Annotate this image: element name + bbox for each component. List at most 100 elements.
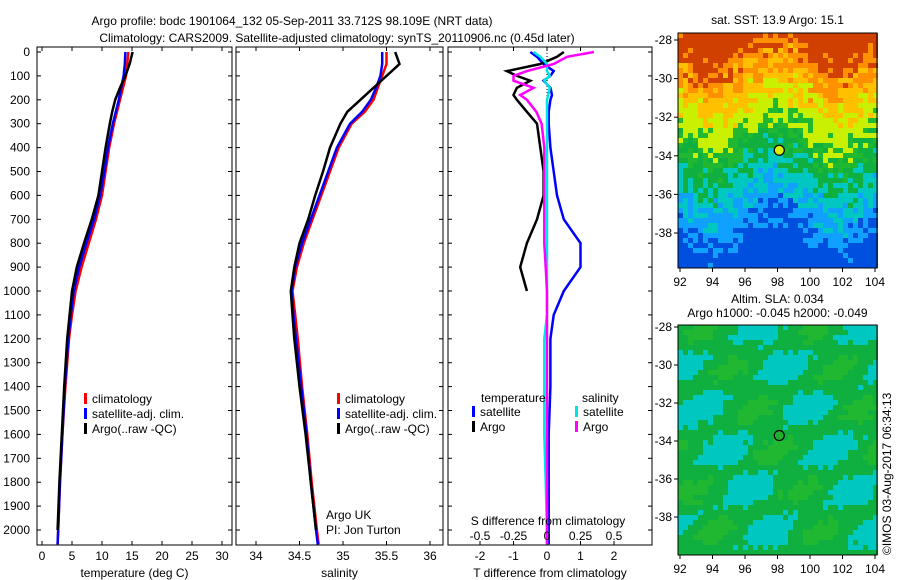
- map-cell: [683, 253, 688, 258]
- map-cell: [788, 233, 793, 238]
- map-cell: [778, 460, 783, 465]
- map-cell: [838, 330, 843, 335]
- map-cell: [698, 193, 703, 198]
- map-cell: [778, 550, 783, 555]
- map-cell: [738, 178, 743, 183]
- map-cell: [783, 435, 788, 440]
- map-cell: [688, 360, 693, 365]
- map-cell: [838, 83, 843, 88]
- map-cell: [813, 208, 818, 213]
- map-cell: [873, 470, 878, 475]
- map-cell: [758, 103, 763, 108]
- map-cell: [758, 335, 763, 340]
- map-cell: [683, 490, 688, 495]
- map-cell: [848, 375, 853, 380]
- map-cell: [863, 208, 868, 213]
- map-cell: [818, 148, 823, 153]
- map-cell: [758, 515, 763, 520]
- map-cell: [713, 470, 718, 475]
- map-cell: [868, 168, 873, 173]
- map-cell: [783, 263, 788, 268]
- map-cell: [758, 53, 763, 58]
- map-cell: [838, 53, 843, 58]
- map-cell: [813, 98, 818, 103]
- map-cell: [808, 525, 813, 530]
- map-cell: [828, 375, 833, 380]
- map-cell: [858, 98, 863, 103]
- map-cell: [713, 430, 718, 435]
- map-cell: [803, 108, 808, 113]
- map-cell: [838, 178, 843, 183]
- map-cell: [808, 380, 813, 385]
- map-cell: [713, 148, 718, 153]
- map-cell: [873, 550, 878, 555]
- map-cell: [803, 335, 808, 340]
- map-cell: [683, 193, 688, 198]
- map-cell: [788, 63, 793, 68]
- map-cell: [838, 390, 843, 395]
- map-cell: [733, 340, 738, 345]
- map-cell: [683, 93, 688, 98]
- map-cell: [693, 500, 698, 505]
- map-cell: [868, 233, 873, 238]
- map-cell: [813, 360, 818, 365]
- map-cell: [833, 218, 838, 223]
- map-cell: [798, 118, 803, 123]
- map-cell: [803, 390, 808, 395]
- map-cell: [813, 550, 818, 555]
- map-cell: [848, 33, 853, 38]
- map-cell: [873, 158, 878, 163]
- map-cell: [728, 535, 733, 540]
- map-cell: [863, 505, 868, 510]
- map-cell: [873, 500, 878, 505]
- map-cell: [693, 198, 698, 203]
- map-cell: [738, 98, 743, 103]
- map-cell: [803, 168, 808, 173]
- map-cell: [688, 470, 693, 475]
- map-cell: [818, 143, 823, 148]
- map-cell: [833, 188, 838, 193]
- map-cell: [788, 218, 793, 223]
- map-cell: [768, 158, 773, 163]
- map-cell: [788, 370, 793, 375]
- map-cell: [763, 355, 768, 360]
- map-cell: [853, 108, 858, 113]
- map-cell: [748, 395, 753, 400]
- map-cell: [853, 535, 858, 540]
- map-cell: [718, 63, 723, 68]
- map-cell: [773, 58, 778, 63]
- map-cell: [843, 128, 848, 133]
- map-cell: [718, 153, 723, 158]
- map-cell: [758, 228, 763, 233]
- map-cell: [678, 525, 683, 530]
- map-cell: [693, 415, 698, 420]
- map-cell: [813, 128, 818, 133]
- map-cell: [708, 350, 713, 355]
- map-cell: [873, 53, 878, 58]
- map-cell: [683, 405, 688, 410]
- map-cell: [708, 68, 713, 73]
- map-cell: [698, 163, 703, 168]
- map-cell: [798, 243, 803, 248]
- map-cell: [838, 128, 843, 133]
- map-cell: [803, 53, 808, 58]
- map-cell: [758, 63, 763, 68]
- map-cell: [718, 505, 723, 510]
- map-cell: [873, 213, 878, 218]
- map-cell: [763, 380, 768, 385]
- lon-tick-label: 98: [771, 562, 785, 576]
- map-cell: [703, 228, 708, 233]
- map-cell: [678, 258, 683, 263]
- lon-tick-label: 100: [800, 275, 820, 289]
- map-cell: [858, 78, 863, 83]
- map-cell: [803, 263, 808, 268]
- map-cell: [838, 88, 843, 93]
- map-cell: [723, 53, 728, 58]
- map-cell: [818, 530, 823, 535]
- map-cell: [763, 340, 768, 345]
- map-cell: [853, 490, 858, 495]
- map-cell: [723, 365, 728, 370]
- map-cell: [838, 465, 843, 470]
- map-cell: [703, 330, 708, 335]
- map-cell: [793, 420, 798, 425]
